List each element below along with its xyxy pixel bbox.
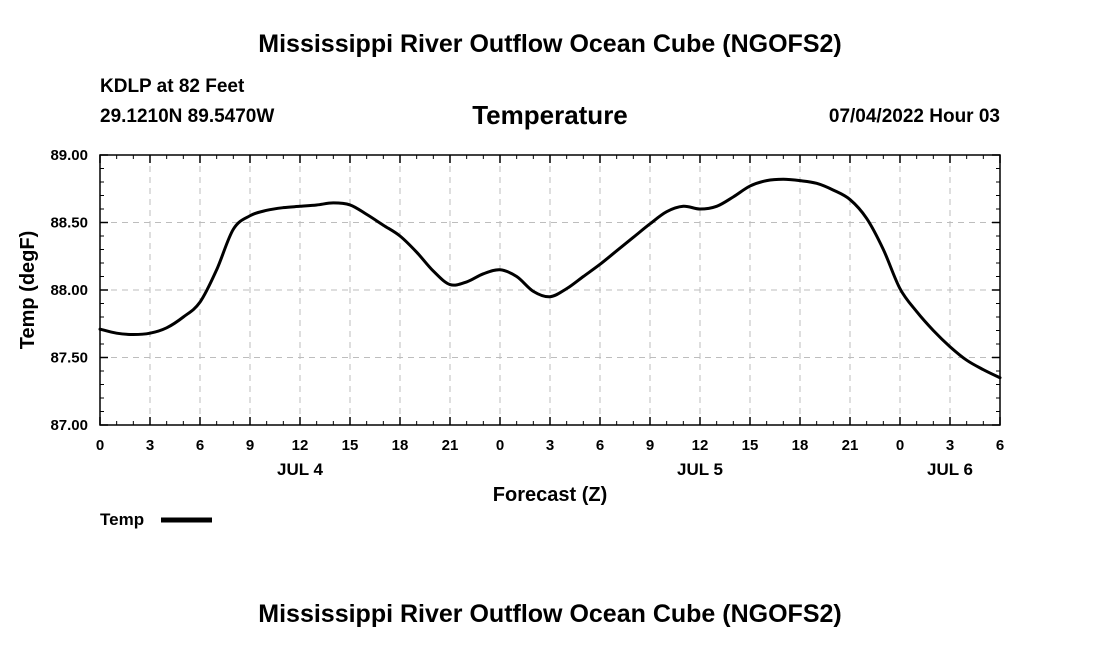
station-name: KDLP at 82 Feet [100,76,245,97]
x-tick-label: 21 [842,437,859,454]
page-title: Mississippi River Outflow Ocean Cube (NG… [258,30,842,58]
x-tick-label: 3 [546,437,554,454]
x-axis-label: Forecast (Z) [493,484,607,506]
x-tick-label: 12 [292,437,309,454]
x-tick-label: 0 [496,437,504,454]
x-tick-label: 0 [896,437,904,454]
x-tick-label: 0 [96,437,104,454]
day-label: JUL 4 [277,460,324,479]
forecast-datetime: 07/04/2022 Hour 03 [828,106,1000,127]
x-tick-label: 3 [146,437,154,454]
x-tick-label: 3 [946,437,954,454]
day-label: JUL 5 [677,460,723,479]
x-tick-label: 18 [792,437,809,454]
x-tick-label: 15 [342,437,359,454]
y-tick-label: 88.00 [50,282,88,299]
y-tick-label: 88.50 [50,215,88,232]
x-tick-label: 12 [692,437,709,454]
y-tick-label: 87.00 [50,417,88,434]
x-tick-label: 6 [596,437,604,454]
temp-series-line [98,177,1002,380]
legend-label: Temp [100,510,144,529]
y-axis-label: Temp (degF) [17,231,39,350]
y-tick-label: 87.50 [50,350,88,367]
x-tick-label: 15 [742,437,759,454]
station-coordinates: 29.1210N 89.5470W [100,106,275,127]
footer-title: Mississippi River Outflow Ocean Cube (NG… [258,600,842,628]
chart-title: Temperature [472,100,628,130]
day-label: JUL 6 [927,460,973,479]
x-tick-label: 6 [196,437,204,454]
x-tick-label: 9 [646,437,654,454]
x-tick-label: 18 [392,437,409,454]
x-tick-label: 6 [996,437,1004,454]
y-tick-label: 89.00 [50,147,88,164]
x-tick-label: 9 [246,437,254,454]
x-tick-label: 21 [442,437,459,454]
